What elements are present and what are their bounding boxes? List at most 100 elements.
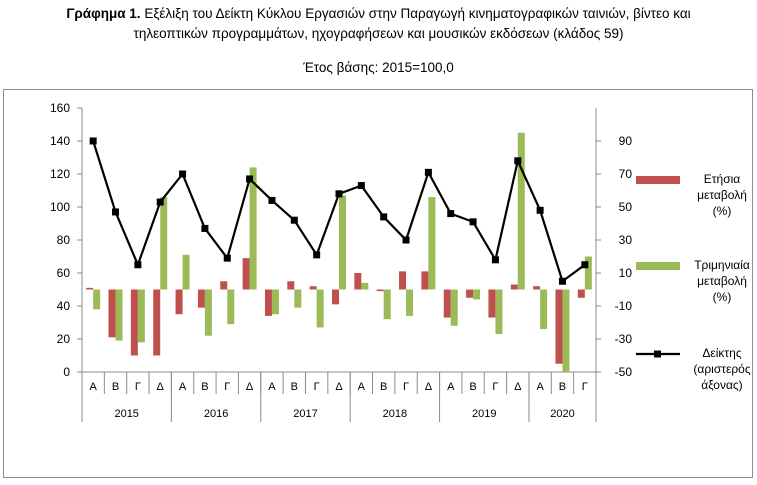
- index-point: [156, 198, 164, 206]
- index-point: [335, 190, 343, 198]
- quarterly-change-bar: [316, 289, 324, 328]
- annual-change-bar: [510, 284, 518, 290]
- category-label: Α: [90, 381, 98, 393]
- year-label: 2018: [383, 408, 407, 420]
- category-label: Α: [536, 381, 544, 393]
- left-tick-label: 80: [57, 233, 71, 247]
- quarterly-change-bar: [271, 289, 279, 315]
- index-point: [536, 206, 544, 214]
- annual-change-bar: [197, 289, 205, 308]
- index-point: [112, 208, 120, 216]
- annual-change-bar: [466, 289, 474, 298]
- quarterly-change-bar: [406, 289, 414, 316]
- left-tick-label: 0: [63, 365, 70, 379]
- year-label: 2015: [114, 408, 138, 420]
- figure-label: Γράφημα 1.: [66, 6, 141, 21]
- legend-quarterly-swatch: [636, 262, 680, 270]
- index-point: [134, 261, 142, 269]
- quarterly-change-bar: [473, 289, 481, 300]
- annual-change-bar: [153, 289, 161, 356]
- chart-title: Γράφημα 1. Εξέλιξη του Δείκτη Κύκλου Εργ…: [0, 4, 757, 44]
- category-label: Β: [469, 381, 476, 393]
- category-label: Β: [112, 381, 119, 393]
- annual-change-bar: [287, 281, 295, 290]
- annual-change-bar: [555, 289, 563, 364]
- quarterly-change-bar: [428, 197, 436, 290]
- category-label: Α: [358, 381, 366, 393]
- legend-annual-label: μεταβολή: [697, 188, 747, 202]
- legend-quarterly-label: μεταβολή: [697, 274, 747, 288]
- category-label: Γ: [135, 381, 141, 393]
- right-tick-label: 70: [619, 167, 633, 181]
- right-tick-label: 30: [619, 233, 633, 247]
- index-point: [89, 137, 97, 145]
- index-point: [357, 182, 365, 190]
- legend-index-label: (αριστερός: [693, 362, 750, 376]
- annual-change-bar: [533, 286, 541, 290]
- annual-change-bar: [332, 289, 339, 305]
- index-point: [558, 277, 566, 285]
- index-point: [201, 224, 209, 232]
- year-label: 2019: [472, 408, 496, 420]
- annual-change-bar: [376, 289, 384, 292]
- quarterly-change-bar: [562, 289, 570, 372]
- quarterly-change-bar: [249, 167, 257, 290]
- quarterly-change-bar: [294, 289, 302, 308]
- left-tick-label: 60: [57, 266, 71, 280]
- quarterly-change-bar: [227, 289, 235, 325]
- category-label: Δ: [157, 381, 165, 393]
- legend-annual-label: Ετήσια: [704, 172, 740, 186]
- annual-change-bar: [443, 289, 451, 318]
- index-point: [313, 251, 321, 259]
- legend-quarterly-label: (%): [713, 290, 732, 304]
- annual-change-bar: [354, 273, 362, 290]
- legend-index-label: Δείκτης: [702, 346, 741, 360]
- right-tick-label: 50: [619, 200, 633, 214]
- annual-change-bar: [130, 289, 138, 356]
- index-point: [402, 236, 410, 244]
- annual-change-bar: [488, 289, 496, 318]
- index-point: [290, 216, 298, 224]
- annual-change-bar: [399, 271, 407, 290]
- category-label: Β: [559, 381, 566, 393]
- quarterly-change-bar: [584, 256, 592, 290]
- year-label: 2016: [204, 408, 228, 420]
- annual-change-bar: [309, 286, 317, 290]
- category-label: Β: [201, 381, 208, 393]
- category-label: Β: [291, 381, 298, 393]
- category-label: Α: [179, 381, 187, 393]
- legend-index-label: άξονας): [701, 378, 742, 392]
- right-tick-label: -50: [615, 365, 633, 379]
- index-point: [469, 218, 477, 226]
- legend-index-marker: [654, 350, 661, 358]
- right-tick-label: 90: [619, 134, 633, 148]
- category-label: Γ: [403, 381, 409, 393]
- annual-change-bar: [220, 281, 228, 290]
- index-point: [179, 170, 187, 178]
- category-label: Γ: [582, 381, 588, 393]
- quarterly-change-bar: [540, 289, 548, 330]
- quarterly-change-bar: [517, 132, 525, 290]
- category-label: Α: [268, 381, 276, 393]
- right-tick-label: -10: [615, 299, 633, 313]
- left-tick-label: 100: [50, 200, 70, 214]
- right-tick-label: -30: [615, 332, 633, 346]
- left-tick-label: 20: [57, 332, 71, 346]
- category-label: Α: [447, 381, 455, 393]
- index-point: [491, 256, 499, 264]
- title-line2: τηλεοπτικών προγραμμάτων, ηχογραφήσεων κ…: [133, 26, 624, 41]
- chart-subtitle: Έτος βάσης: 2015=100,0: [303, 60, 454, 75]
- left-tick-label: 120: [50, 167, 70, 181]
- quarterly-change-bar: [450, 289, 458, 326]
- quarterly-change-bar: [115, 289, 123, 341]
- category-label: Γ: [492, 381, 498, 393]
- annual-change-bar: [86, 287, 94, 290]
- legend-quarterly-label: Τριμηνιαία: [694, 258, 750, 272]
- annual-change-bar: [175, 289, 183, 315]
- left-tick-label: 40: [57, 299, 71, 313]
- index-point: [223, 254, 231, 262]
- index-point: [447, 210, 455, 218]
- index-point: [246, 175, 254, 183]
- quarterly-change-bar: [361, 282, 369, 290]
